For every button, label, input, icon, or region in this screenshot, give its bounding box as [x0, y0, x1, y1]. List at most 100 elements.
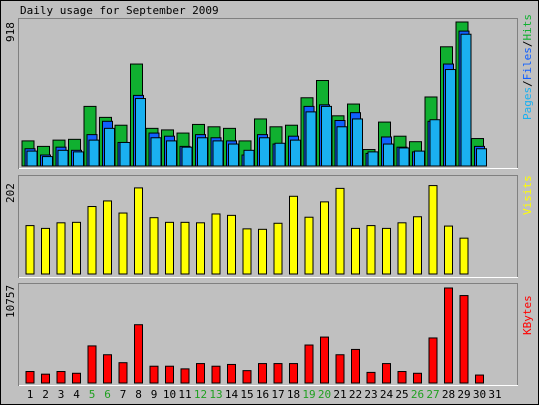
day-label-29: 29 [457, 388, 470, 401]
day-label-20: 20 [318, 388, 331, 401]
day-label-30: 30 [473, 388, 486, 401]
visits-bar-day-26 [413, 216, 422, 275]
kbytes-bar-day-1 [25, 371, 35, 384]
kbytes-bar-day-2 [41, 373, 50, 384]
visits-bar-day-4 [72, 221, 81, 275]
visits-bar-day-13 [211, 213, 221, 275]
day-label-26: 26 [411, 388, 424, 401]
hits-ymax-label: 918 [4, 22, 17, 42]
day-label-4: 4 [73, 388, 80, 401]
files-bar-day-27 [429, 119, 441, 167]
kbytes-bar-day-8 [134, 324, 143, 384]
day-label-22: 22 [349, 388, 362, 401]
files-bar-day-6 [104, 127, 115, 167]
day-label-9: 9 [151, 388, 158, 401]
kbytes-bars [25, 287, 484, 384]
visits-bar-day-16 [258, 228, 267, 275]
kbytes-bar-day-20 [320, 336, 329, 384]
visits-bar-day-12 [196, 222, 205, 275]
kbytes-bar-day-21 [335, 354, 345, 384]
day-label-5: 5 [89, 388, 96, 401]
legend-visits: Visits [521, 175, 534, 215]
day-label-16: 16 [256, 388, 269, 401]
files-bar-day-1 [26, 150, 38, 167]
day-label-21: 21 [333, 388, 346, 401]
day-label-17: 17 [271, 388, 284, 401]
kbytes-bar-day-24 [382, 363, 391, 384]
legend-sep-2: / [521, 41, 534, 48]
visits-bar-day-20 [320, 201, 329, 275]
kbytes-bar-day-17 [273, 363, 283, 384]
day-axis-labels: 1 2 3 4 5 6 7 8 9 10 11 12 13 14 15 16 17 18 19 20 21 22 23 24 2… [27, 388, 502, 401]
hits-bars [21, 21, 487, 167]
day-label-28: 28 [442, 388, 455, 401]
visits-bar-day-1 [25, 225, 35, 275]
files-bar-day-3 [57, 149, 69, 167]
day-label-13: 13 [209, 388, 222, 401]
visits-bar-day-25 [397, 222, 407, 275]
files-bar-day-22 [352, 118, 363, 167]
kbytes-bar-day-3 [56, 371, 66, 384]
files-bar-day-29 [460, 33, 472, 167]
files-bar-day-18 [290, 139, 301, 167]
visits-bar-day-8 [134, 187, 143, 275]
visits-bar-day-6 [103, 200, 112, 275]
visits-bar-day-14 [227, 214, 236, 275]
kbytes-bar-day-9 [149, 365, 159, 384]
kbytes-bar-day-22 [351, 348, 360, 384]
visits-bar-day-18 [289, 195, 298, 275]
kbytes-bar-day-5 [87, 345, 97, 384]
day-label-1: 1 [27, 388, 34, 401]
visits-bar-day-21 [335, 187, 345, 275]
legend-hits: Hits [521, 14, 534, 41]
files-bar-day-28 [445, 69, 456, 167]
day-label-3: 3 [58, 388, 65, 401]
day-label-10: 10 [163, 388, 176, 401]
kbytes-bar-day-15 [242, 370, 252, 384]
visits-bar-day-10 [165, 221, 174, 275]
legend-pages: Pages [521, 87, 534, 120]
kbytes-bar-day-7 [118, 362, 128, 384]
files-bar-day-9 [150, 137, 162, 167]
visits-bars [25, 185, 469, 275]
files-bar-day-24 [383, 143, 394, 167]
day-label-15: 15 [240, 388, 253, 401]
files-bar-day-26 [414, 150, 425, 167]
kbytes-bar-day-13 [211, 365, 221, 384]
kbytes-bar-day-11 [180, 368, 190, 384]
day-label-7: 7 [120, 388, 127, 401]
kbytes-bar-day-30 [475, 374, 484, 384]
visits-bar-day-5 [87, 206, 97, 275]
kbytes-bar-day-14 [227, 363, 236, 384]
kbytes-bar-day-27 [428, 337, 438, 384]
day-label-27: 27 [426, 388, 439, 401]
files-bar-day-12 [197, 137, 208, 167]
day-label-12: 12 [194, 388, 207, 401]
files-bar-day-5 [88, 139, 100, 167]
visits-bar-day-27 [428, 185, 438, 275]
visits-bar-day-15 [242, 228, 252, 275]
files-bar-day-30 [476, 148, 487, 167]
files-bar-day-25 [398, 147, 410, 167]
files-bar-day-4 [73, 151, 84, 167]
visits-bar-day-23 [366, 225, 376, 275]
kbytes-bar-day-18 [289, 363, 298, 384]
chart-title: Daily usage for September 2009 [20, 4, 219, 17]
day-label-25: 25 [395, 388, 408, 401]
visits-ymax-label: 202 [4, 183, 17, 203]
visits-bar-day-29 [459, 237, 469, 275]
visits-bar-day-24 [382, 227, 391, 275]
kbytes-bar-day-12 [196, 363, 205, 384]
visits-bar-day-19 [304, 216, 314, 275]
kbytes-bar-day-19 [304, 344, 314, 384]
visits-bar-day-7 [118, 212, 128, 275]
kbytes-bar-day-29 [459, 295, 469, 384]
files-bar-day-13 [212, 140, 224, 167]
day-label-14: 14 [225, 388, 239, 401]
day-label-2: 2 [42, 388, 49, 401]
files-bar-day-15 [243, 149, 255, 167]
hits-side-legend: Pages/Files/Hits [521, 14, 534, 120]
kbytes-bar-day-28 [444, 287, 453, 384]
visits-bar-day-2 [41, 227, 50, 275]
